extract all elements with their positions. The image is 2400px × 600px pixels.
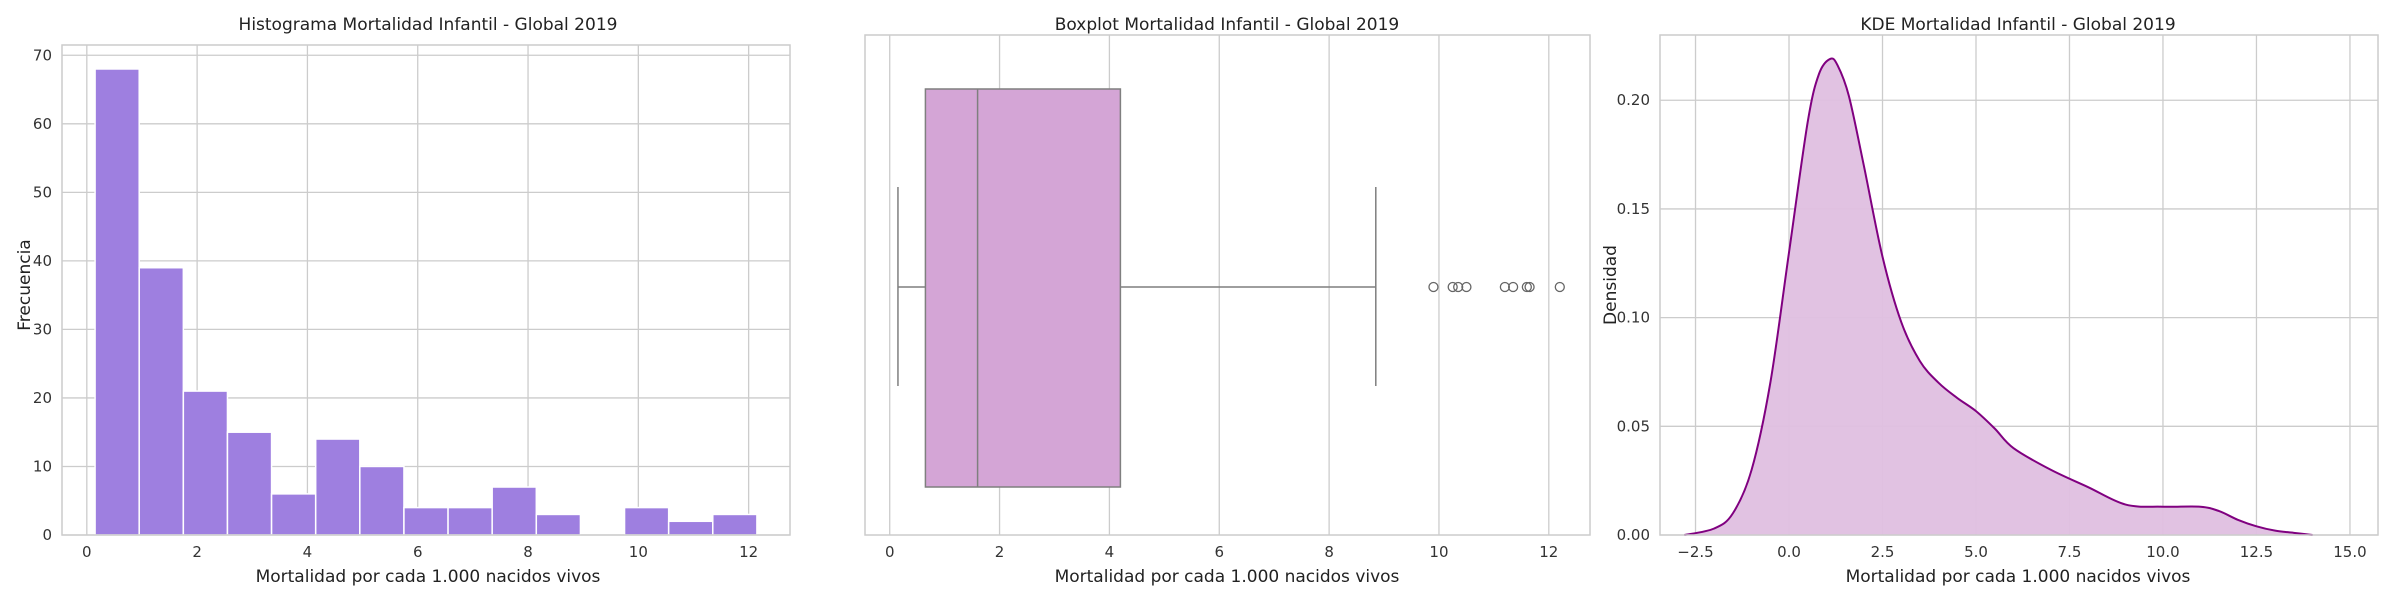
histogram-x-tick-label: 10 xyxy=(629,543,648,561)
histogram-bar xyxy=(314,438,361,536)
kde-x-tick-label: 7.5 xyxy=(2058,543,2082,561)
kde-panel: KDE Mortalidad Infantil - Global 2019 Mo… xyxy=(1601,15,2379,587)
histogram-bar xyxy=(403,506,449,536)
kde-y-tick-label: 0.05 xyxy=(1617,417,1650,435)
boxplot-x-tick-label: 4 xyxy=(1105,543,1115,561)
kde-y-tick-label: 0.10 xyxy=(1617,309,1650,327)
histogram-y-tick-label: 70 xyxy=(33,46,52,64)
kde-x-tick-label: 5.0 xyxy=(1964,543,1988,561)
histogram-y-tick-label: 30 xyxy=(33,320,52,338)
kde-x-tick-label: 15.0 xyxy=(2333,543,2366,561)
boxplot-outlier-point xyxy=(1447,281,1458,293)
boxplot-outlier-point xyxy=(1521,281,1532,293)
histogram-x-tick-label: 12 xyxy=(739,543,758,561)
kde-y-tick-label: 0.00 xyxy=(1617,526,1650,544)
boxplot-outlier-point xyxy=(1507,281,1519,293)
histogram-bar xyxy=(447,506,493,536)
histogram-y-tick-label: 10 xyxy=(33,457,52,475)
histogram-x-label: Mortalidad por cada 1.000 nacidos vivos xyxy=(256,567,601,587)
kde-density-line xyxy=(1684,57,2313,536)
boxplot-outlier-point xyxy=(1428,281,1439,293)
histogram-title: Histograma Mortalidad Infantil - Global … xyxy=(239,15,618,35)
boxplot-x-tick-label: 12 xyxy=(1539,543,1558,561)
boxplot-plot-frame xyxy=(864,34,1591,536)
boxplot-outlier-point xyxy=(1499,281,1511,293)
kde-density-area xyxy=(1684,58,2313,535)
histogram-bar xyxy=(491,486,538,536)
histogram-y-label: Frecuencia xyxy=(15,239,35,330)
boxplot-x-label: Mortalidad por cada 1.000 nacidos vivos xyxy=(1055,567,1400,587)
boxplot-outlier-point xyxy=(1554,281,1565,293)
histogram-plot-frame xyxy=(61,44,791,536)
histogram-bar xyxy=(667,520,714,536)
boxplot-box xyxy=(924,88,1122,488)
kde-y-label: Densidad xyxy=(1601,245,1621,325)
histogram-panel: Histograma Mortalidad Infantil - Global … xyxy=(15,15,791,587)
histogram-bar xyxy=(182,390,229,536)
histogram-bar xyxy=(535,513,582,536)
histogram-x-tick-label: 0 xyxy=(82,543,92,561)
histogram-bar xyxy=(270,493,317,536)
histogram-x-tick-label: 2 xyxy=(192,543,202,561)
histogram-y-tick-label: 50 xyxy=(33,183,52,201)
kde-x-tick-label: 10.0 xyxy=(2146,543,2179,561)
boxplot-x-tick-label: 0 xyxy=(885,543,895,561)
kde-x-tick-label: 2.5 xyxy=(1871,543,1895,561)
histogram-y-tick-label: 60 xyxy=(33,115,52,133)
boxplot-x-tick-label: 10 xyxy=(1429,543,1448,561)
kde-x-tick-label: 12.5 xyxy=(2240,543,2273,561)
histogram-x-tick-label: 6 xyxy=(413,543,423,561)
boxplot-title: Boxplot Mortalidad Infantil - Global 201… xyxy=(1055,15,1400,35)
boxplot-x-tick-label: 8 xyxy=(1324,543,1334,561)
boxplot-panel: Boxplot Mortalidad Infantil - Global 201… xyxy=(864,15,1591,587)
kde-y-tick-label: 0.15 xyxy=(1617,200,1650,218)
kde-x-label: Mortalidad por cada 1.000 nacidos vivos xyxy=(1846,567,2191,587)
histogram-bar xyxy=(359,465,405,536)
histogram-y-tick-label: 40 xyxy=(33,252,52,270)
histogram-y-tick-label: 20 xyxy=(33,389,52,407)
histogram-bar xyxy=(226,431,273,536)
histogram-bar xyxy=(623,506,670,536)
histogram-bar xyxy=(94,68,140,536)
kde-x-tick-label: 0.0 xyxy=(1777,543,1801,561)
boxplot-outlier-point xyxy=(1524,281,1535,293)
boxplot-x-tick-label: 6 xyxy=(1214,543,1224,561)
boxplot-x-tick-label: 2 xyxy=(995,543,1005,561)
kde-x-tick-label: −2.5 xyxy=(1677,543,1713,561)
histogram-bar xyxy=(712,513,758,536)
histogram-bar xyxy=(138,266,185,536)
histogram-x-tick-label: 4 xyxy=(303,543,313,561)
kde-plot-frame xyxy=(1659,34,2379,536)
histogram-x-tick-label: 8 xyxy=(523,543,533,561)
kde-title: KDE Mortalidad Infantil - Global 2019 xyxy=(1860,15,2175,35)
boxplot-outlier-point xyxy=(1461,281,1472,293)
kde-y-tick-label: 0.20 xyxy=(1617,91,1650,109)
histogram-y-tick-label: 0 xyxy=(42,526,52,544)
boxplot-outlier-point xyxy=(1453,281,1464,293)
